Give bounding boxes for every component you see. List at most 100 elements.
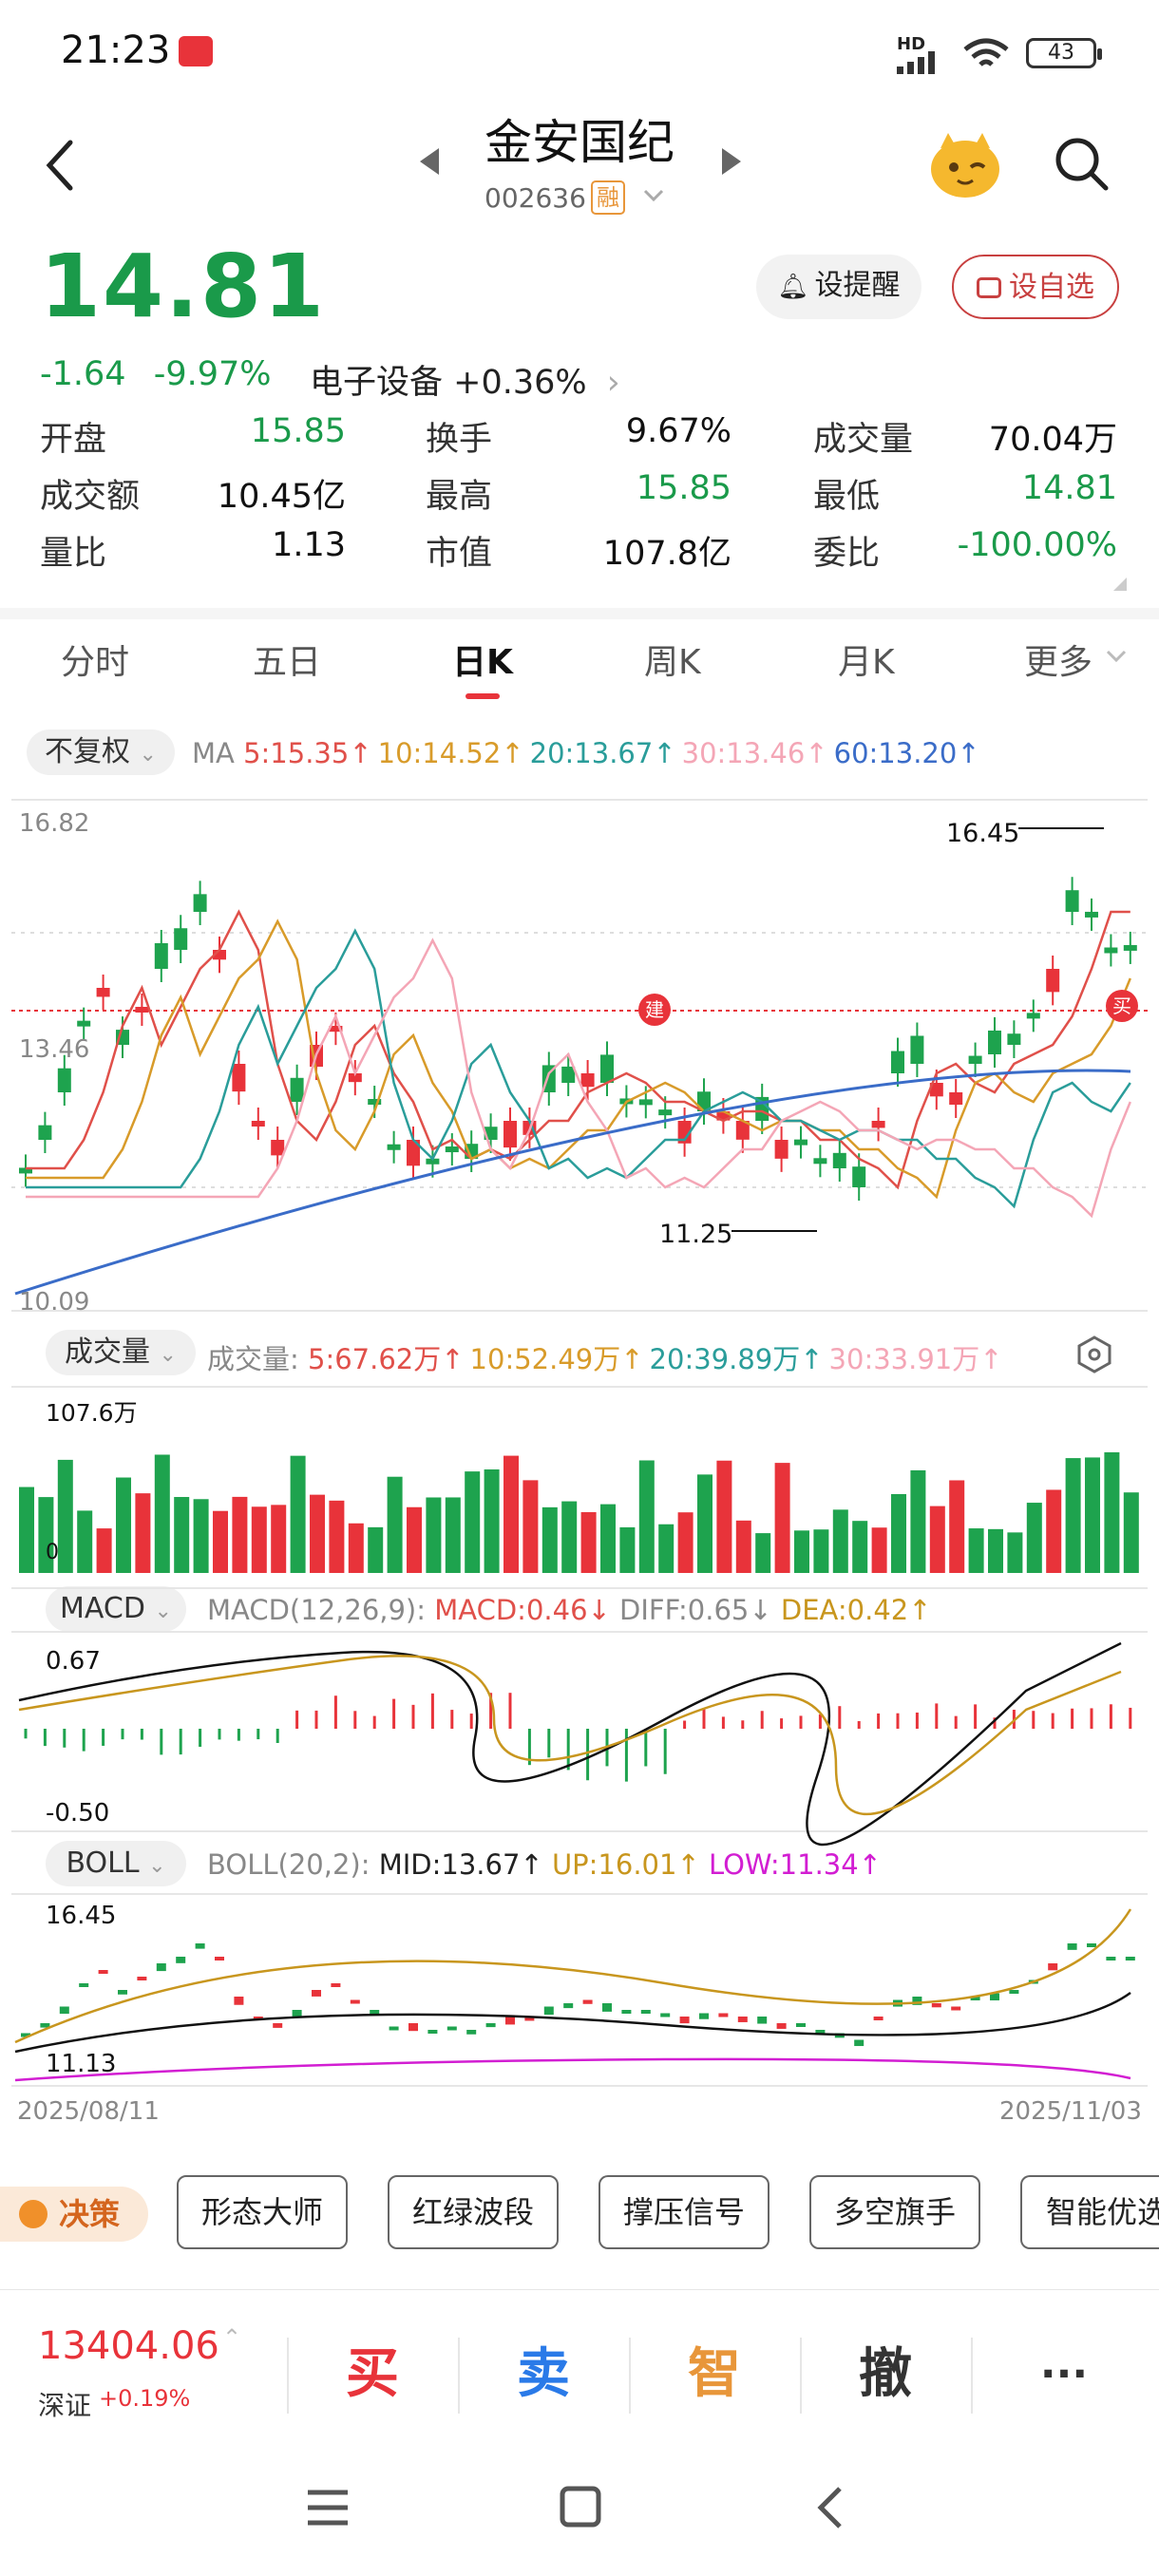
candle-body bbox=[1046, 969, 1060, 993]
volume-bar bbox=[77, 1510, 93, 1573]
price-change-amount: -1.64 bbox=[40, 355, 126, 393]
boll-candle bbox=[118, 1990, 127, 1995]
boll-candle bbox=[1125, 1957, 1135, 1960]
volume-bar bbox=[968, 1528, 984, 1573]
settings-hex-icon[interactable] bbox=[1077, 1335, 1112, 1373]
stat-label: 市值 bbox=[426, 535, 493, 573]
ma-items-item-4: 60:13.20↑ bbox=[833, 737, 980, 769]
home-icon[interactable] bbox=[559, 2485, 602, 2529]
strategy-bar: 决策 形态大师 红绿波段 撑压信号 多空旗手 智能优选 bbox=[0, 2156, 1159, 2270]
back-icon[interactable] bbox=[42, 139, 80, 192]
volume-bar bbox=[871, 1527, 887, 1573]
boll-candle bbox=[59, 2006, 69, 2015]
macd-pill-label: MACD bbox=[60, 1592, 145, 1625]
tab-3[interactable]: 周K bbox=[644, 643, 701, 682]
boll-selector[interactable]: BOLL ⌄ bbox=[46, 1841, 186, 1886]
strategy-button-support[interactable]: 撑压信号 bbox=[598, 2175, 770, 2249]
search-icon[interactable] bbox=[1053, 135, 1110, 192]
tab-2[interactable]: 日K bbox=[452, 643, 513, 682]
candle-body bbox=[154, 943, 168, 969]
candle-body bbox=[329, 1026, 343, 1032]
strategy-button-flag[interactable]: 多空旗手 bbox=[809, 2175, 980, 2249]
separator bbox=[629, 2338, 631, 2414]
volume-bar bbox=[271, 1505, 287, 1573]
boll-candle bbox=[331, 1983, 341, 1987]
boll-candle bbox=[640, 2010, 651, 2014]
expand-corner-icon[interactable] bbox=[1112, 576, 1129, 593]
volume-bar bbox=[1085, 1457, 1100, 1573]
volume-pill-label: 成交量 bbox=[65, 1335, 150, 1369]
volume-bar bbox=[504, 1455, 519, 1573]
mascot-icon[interactable] bbox=[927, 125, 1003, 201]
volume-bar bbox=[561, 1501, 578, 1573]
sector-link[interactable]: 电子设备 +0.36% › bbox=[310, 355, 620, 404]
chevron-right-icon: › bbox=[606, 364, 620, 402]
candle-body bbox=[929, 1083, 943, 1097]
tab-5[interactable]: 更多 bbox=[1024, 643, 1093, 682]
cancel-order-button[interactable]: 撤 bbox=[859, 2343, 912, 2405]
stat-label: 开盘 bbox=[40, 421, 107, 459]
decision-tag[interactable]: 决策 bbox=[0, 2187, 148, 2242]
candle-body bbox=[774, 1140, 788, 1159]
price-axis-top: 16.82 bbox=[19, 809, 90, 838]
candle-body bbox=[852, 1166, 866, 1187]
stat-label: 最高 bbox=[426, 478, 493, 516]
ma-items-item-0: 5:15.35↑ bbox=[243, 737, 372, 769]
buy-button[interactable]: 买 bbox=[346, 2343, 399, 2405]
volume-selector[interactable]: 成交量 ⌄ bbox=[46, 1330, 196, 1375]
candle-body bbox=[174, 928, 188, 950]
add-watchlist-button[interactable]: 设自选 bbox=[952, 255, 1119, 319]
strategy-button-wave[interactable]: 红绿波段 bbox=[388, 2175, 559, 2249]
nav-back-icon[interactable] bbox=[815, 2485, 846, 2530]
tab-1[interactable]: 五日 bbox=[253, 643, 322, 682]
volume-bar bbox=[1046, 1489, 1062, 1573]
candle-body bbox=[716, 1111, 731, 1121]
boll-candle bbox=[951, 2006, 961, 2011]
prev-stock-icon[interactable] bbox=[418, 146, 441, 177]
boll-params: BOLL(20,2): bbox=[207, 1848, 370, 1881]
smart-order-button[interactable]: 智 bbox=[688, 2343, 741, 2405]
diff-value: DIFF:0.65↓ bbox=[619, 1594, 772, 1626]
macd-params: MACD(12,26,9): bbox=[207, 1594, 427, 1626]
adjust-selector[interactable]: 不复权 ⌄ bbox=[27, 729, 175, 775]
candle-body bbox=[735, 1121, 750, 1140]
strategy-button-pattern[interactable]: 形态大师 bbox=[177, 2175, 348, 2249]
boll-candle bbox=[98, 1970, 108, 1974]
index-value[interactable]: 13404.06 bbox=[38, 2324, 219, 2368]
index-change: +0.19% bbox=[99, 2385, 191, 2412]
buy-signal-tag[interactable]: 买 bbox=[1106, 990, 1138, 1022]
more-chevron-icon[interactable] bbox=[1106, 650, 1127, 663]
boll-candle bbox=[776, 2023, 787, 2029]
candle-body bbox=[638, 1099, 653, 1106]
stock-code: 002636 bbox=[484, 182, 586, 214]
volume-bar bbox=[891, 1493, 906, 1573]
volume-bar bbox=[116, 1477, 131, 1573]
more-menu-button[interactable]: ··· bbox=[1039, 2350, 1089, 2398]
boll-candle bbox=[273, 2023, 283, 2028]
boll-candle bbox=[1087, 1943, 1096, 1947]
macd-selector[interactable]: MACD ⌄ bbox=[46, 1586, 186, 1632]
build-position-tag[interactable]: 建 bbox=[638, 994, 671, 1026]
boll-up-line bbox=[14, 1908, 1132, 2044]
candle-body bbox=[697, 1091, 711, 1111]
stat-value: 14.81 bbox=[1021, 469, 1117, 507]
volume-bar bbox=[697, 1474, 712, 1573]
next-stock-icon[interactable] bbox=[720, 146, 743, 177]
kline-chart-canvas[interactable] bbox=[0, 0, 1159, 2147]
boll-low-line bbox=[14, 2057, 1131, 2082]
menu-icon[interactable] bbox=[306, 2487, 350, 2529]
sell-button[interactable]: 卖 bbox=[517, 2343, 570, 2405]
chevron-down-icon[interactable] bbox=[642, 188, 665, 203]
volume-bar bbox=[310, 1494, 325, 1573]
tab-4[interactable]: 月K bbox=[838, 643, 895, 682]
boll-candle bbox=[543, 2006, 554, 2016]
candle-body bbox=[193, 894, 207, 912]
tab-0[interactable]: 分时 bbox=[61, 643, 130, 682]
boll-candle bbox=[234, 1997, 244, 2005]
boll-candle bbox=[408, 2023, 418, 2032]
separator bbox=[287, 2338, 289, 2414]
ma5-line bbox=[26, 909, 1130, 1190]
strategy-button-smart[interactable]: 智能优选 bbox=[1020, 2175, 1159, 2249]
volume-bar bbox=[580, 1511, 597, 1573]
set-alert-button[interactable]: 🔔︎ 设提醒 bbox=[756, 255, 922, 319]
